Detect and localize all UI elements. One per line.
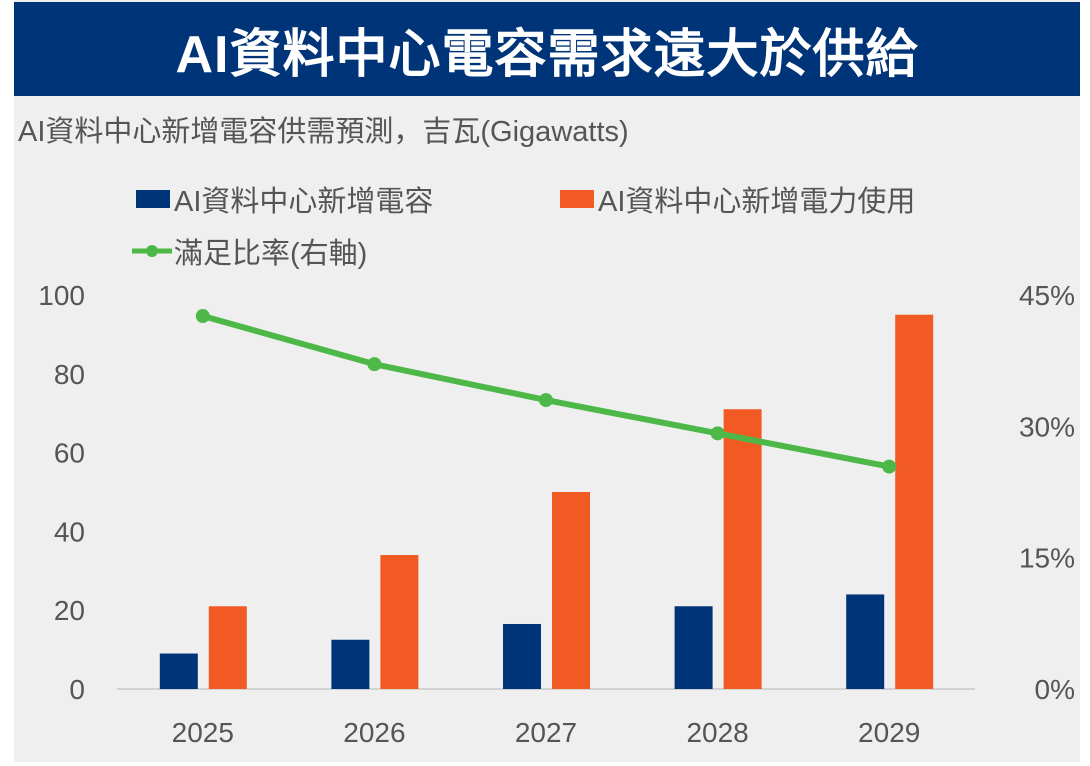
y-tick-label: 60 (54, 438, 85, 469)
y2-tick-label: 30% (1019, 411, 1075, 442)
x-tick-label: 2029 (858, 717, 920, 748)
ratio-line (201, 313, 890, 470)
legend-item-ratio: 滿足比率(右軸) (130, 230, 367, 272)
y2-tick-label: 45% (1019, 280, 1075, 311)
bar-usage (380, 555, 419, 689)
bar-capacity (674, 606, 713, 689)
page-title: AI資料中心電容需求遠大於供給 (14, 2, 1080, 96)
legend-item-capacity: AI資料中心新增電容 (136, 178, 433, 220)
ratio-point (710, 426, 725, 441)
y2-tick-label: 15% (1019, 543, 1075, 574)
bar-capacity (159, 653, 198, 689)
y-tick-label: 40 (54, 516, 85, 547)
legend-item-usage: AI資料中心新增電力使用 (560, 178, 915, 220)
bar-usage (723, 409, 762, 689)
ratio-point (882, 459, 897, 474)
chart-subtitle: AI資料中心新增電容供需預測，吉瓦(Gigawatts) (18, 116, 629, 148)
bar-capacity (846, 594, 885, 689)
x-tick-label: 2025 (172, 717, 234, 748)
ratio-point (539, 393, 553, 408)
ratio-point (367, 357, 382, 372)
legend-swatch-ratio (132, 245, 172, 257)
legend-swatch-capacity (136, 190, 170, 208)
y-tick-label: 100 (38, 280, 85, 311)
y-tick-label: 80 (54, 359, 85, 390)
bar-usage (895, 314, 934, 689)
ratio-point (195, 309, 210, 324)
x-tick-label: 2027 (515, 717, 577, 748)
legend-label: AI資料中心新增電力使用 (598, 186, 916, 218)
legend-swatch-usage (560, 190, 594, 208)
x-tick-label: 2026 (343, 717, 405, 748)
bar-usage (552, 492, 590, 689)
legend-label: AI資料中心新增電容 (174, 186, 434, 218)
bar-usage (208, 606, 247, 689)
legend-label: 滿足比率(右軸) (174, 238, 368, 270)
y-tick-label: 0 (69, 674, 85, 705)
bar-capacity (331, 639, 370, 689)
y2-tick-label: 0% (1035, 674, 1075, 705)
x-tick-label: 2028 (686, 717, 748, 748)
bar-capacity (503, 623, 541, 689)
y-tick-label: 20 (54, 595, 85, 626)
